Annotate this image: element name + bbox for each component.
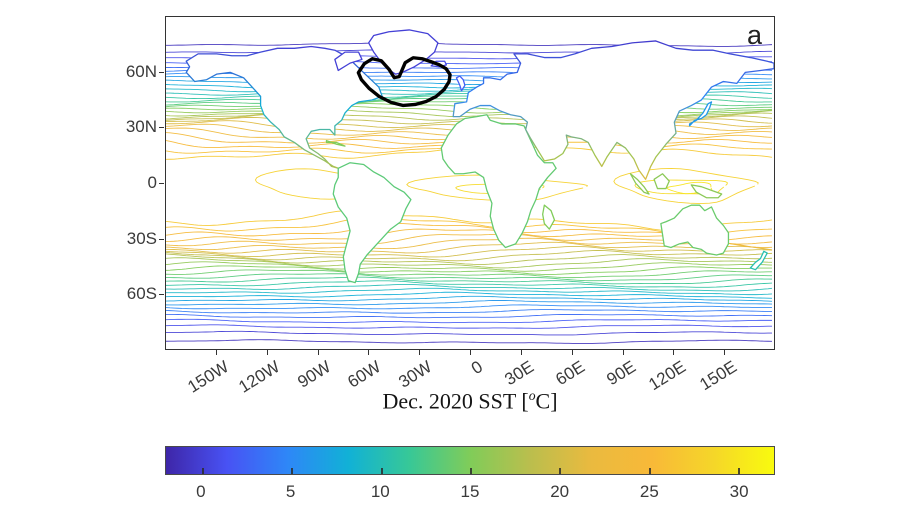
y-tick-label: 30S <box>126 228 157 248</box>
y-axis-tick <box>159 127 164 129</box>
degree-symbol: o <box>528 388 536 403</box>
colorbar-tick-label: 5 <box>285 482 296 501</box>
x-axis-tick <box>622 350 624 355</box>
colorbar-tick-label: 20 <box>550 482 570 501</box>
x-axis-tick <box>673 350 675 355</box>
colorbar-tick-label: 30 <box>729 482 749 501</box>
continents <box>185 29 774 284</box>
y-axis-tick <box>159 183 164 184</box>
colorbar-tick <box>380 468 383 474</box>
subpolar-outline <box>356 56 452 108</box>
colorbar-tick <box>201 468 204 474</box>
x-axis-tick <box>520 350 522 355</box>
colorbar-tick <box>470 468 472 474</box>
map-plot-area: a <box>165 16 775 350</box>
sst-contour-map <box>166 29 774 344</box>
colorbar-tick <box>648 468 651 474</box>
x-axis-tick <box>266 350 268 355</box>
colorbar <box>165 446 775 475</box>
panel-label: a <box>746 20 762 50</box>
y-tick-label: 60N <box>125 61 157 81</box>
x-axis-tick <box>368 350 370 355</box>
x-axis-tick <box>724 350 726 355</box>
y-axis-tick <box>159 71 164 73</box>
x-axis-tick <box>571 350 573 355</box>
colorbar-tick-label: 10 <box>370 482 390 501</box>
x-axis-tick <box>419 350 421 355</box>
chart-title: Dec. 2020 SST [oC] <box>165 388 775 414</box>
y-tick-label: 0 <box>147 173 157 192</box>
title-unit: C] <box>535 388 558 414</box>
colorbar-tick-label: 15 <box>460 482 480 501</box>
x-axis-tick <box>317 350 319 355</box>
y-tick-label: 30N <box>125 117 157 137</box>
x-axis-tick <box>215 350 217 355</box>
colorbar-tick-label: 25 <box>639 482 659 501</box>
colorbar-tick-label: 0 <box>196 482 206 501</box>
y-tick-label: 60S <box>126 284 157 304</box>
x-axis-tick <box>470 350 471 355</box>
colorbar-tick <box>738 468 741 474</box>
y-axis-tick <box>159 294 164 296</box>
colorbar-tick <box>291 468 294 474</box>
y-axis-tick <box>159 238 164 240</box>
colorbar-tick <box>559 468 562 474</box>
title-prefix: Dec. 2020 SST [ <box>382 388 529 414</box>
